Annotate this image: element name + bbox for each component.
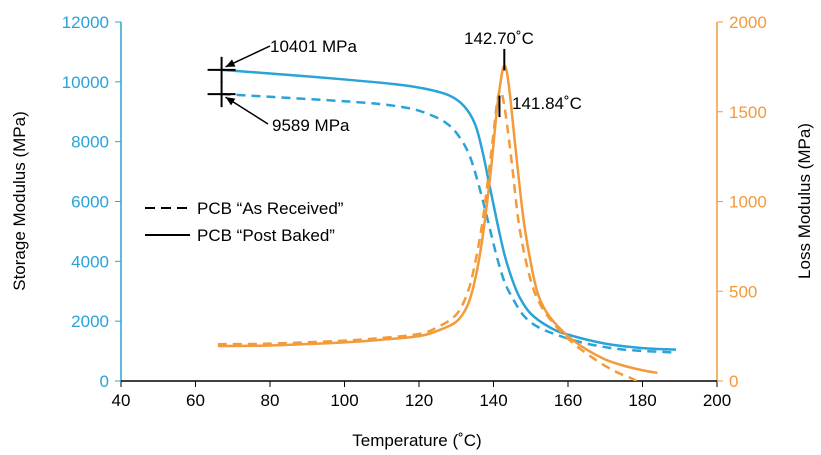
- x-tick-label: 140: [479, 391, 507, 410]
- loss-modulus-as-received-line: [217, 88, 639, 381]
- x-tick-label: 80: [261, 391, 280, 410]
- annotation-142-70: 142.70˚C: [464, 29, 534, 48]
- annotation-arrow-9589-head: [225, 97, 236, 106]
- left-tick-label: 8000: [71, 133, 109, 152]
- storage-modulus-as-received-line: [221, 92, 677, 354]
- annotation-10401: 10401 MPa: [270, 37, 357, 56]
- left-tick-label: 2000: [71, 312, 109, 331]
- legend-label-post-baked: PCB “Post Baked”: [197, 226, 335, 245]
- left-tick-label: 4000: [71, 252, 109, 271]
- x-tick-label: 200: [703, 391, 731, 410]
- left-tick-label: 0: [100, 372, 109, 391]
- x-tick-label: 100: [330, 391, 358, 410]
- loss-modulus-post-baked-line: [217, 64, 658, 375]
- legend: PCB “As Received” PCB “Post Baked”: [145, 199, 344, 245]
- annotation-9589: 9589 MPa: [272, 116, 350, 135]
- x-tick-label: 60: [186, 391, 205, 410]
- annotation-141-84: 141.84˚C: [512, 94, 582, 113]
- right-tick-label: 1500: [729, 103, 767, 122]
- left-tick-label: 12000: [62, 13, 109, 32]
- legend-label-as-received: PCB “As Received”: [197, 199, 344, 218]
- annotation-arrow-10401-head: [225, 59, 236, 67]
- plot-area: 40 60 80 100 120 140 160 180 2000200040006000800…: [62, 13, 767, 410]
- right-tick-label: 500: [729, 282, 757, 301]
- x-tick-label: 160: [554, 391, 582, 410]
- left-tick-label: 6000: [71, 193, 109, 212]
- x-axis-title: Temperature (˚C): [352, 431, 481, 450]
- x-tick-label: 40: [112, 391, 131, 410]
- right-tick-label: 0: [729, 372, 738, 391]
- right-axis-title: Loss Modulus (MPa): [795, 123, 814, 279]
- x-tick-label: 180: [628, 391, 656, 410]
- right-tick-label: 1000: [729, 193, 767, 212]
- right-tick-label: 2000: [729, 13, 767, 32]
- left-axis-title: Storage Modulus (MPa): [10, 111, 29, 291]
- x-tick-label: 120: [405, 391, 433, 410]
- left-tick-label: 10000: [62, 73, 109, 92]
